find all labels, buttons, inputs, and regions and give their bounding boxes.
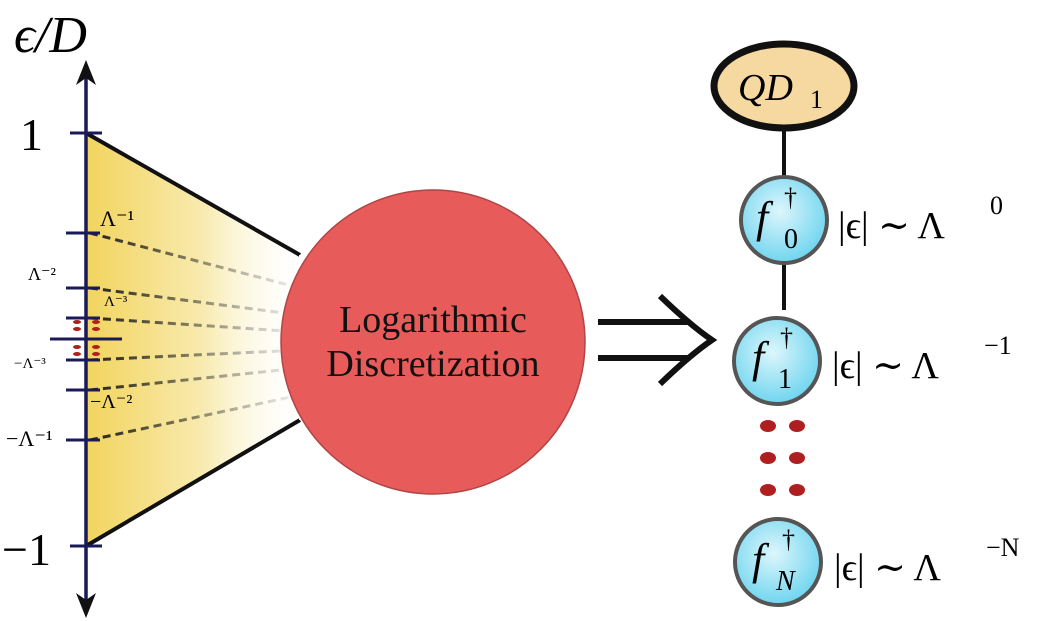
chain-continuation-dots	[760, 420, 805, 496]
site-N-energy: |ϵ| ∼ Λ	[834, 547, 941, 589]
site-1-dagger: †	[780, 323, 793, 352]
tick-label-neg-3: −Λ⁻³	[14, 356, 46, 372]
implies-arrow	[598, 293, 718, 387]
chain-site-1: f † 1 |ϵ| ∼ Λ −1	[732, 316, 1012, 406]
site-1-energy: |ϵ| ∼ Λ	[832, 345, 939, 387]
energy-axis	[50, 60, 122, 618]
wilson-chain: QD 1 f † 0 |ϵ| ∼ Λ 0 f † 1 |ϵ| ∼ Λ −1	[710, 40, 1020, 607]
discretization-dashed-lines	[89, 231, 301, 442]
site-0-subscript: 0	[784, 224, 798, 255]
site-0-energy: |ϵ| ∼ Λ	[838, 205, 945, 247]
site-1-exponent: −1	[984, 331, 1012, 360]
chain-site-0: f † 0 |ϵ| ∼ Λ 0	[739, 175, 1003, 265]
tick-label-neg-2: −Λ⁻²	[90, 391, 132, 413]
impurity-subscript: 1	[810, 85, 823, 114]
axis-label: ϵ/D	[14, 7, 87, 64]
site-1-subscript: 1	[778, 364, 792, 395]
site-0-dagger: †	[784, 183, 797, 212]
axis-bottom-value: −1	[2, 524, 51, 575]
site-N-dagger: †	[782, 525, 795, 554]
tick-label-neg-1: −Λ⁻¹	[6, 426, 53, 451]
tick-label-pos-2: Λ⁻²	[28, 264, 56, 284]
chain-site-N: f † N |ϵ| ∼ Λ −N	[733, 517, 1020, 607]
impurity-label: QD	[738, 67, 793, 109]
tick-label-pos-3: Λ⁻³	[104, 294, 128, 310]
dense-levels-dots	[73, 320, 100, 356]
discretization-node: Logarithmic Discretization	[280, 189, 586, 495]
tick-label-pos-1: Λ⁻¹	[100, 206, 134, 231]
process-label-line2: Discretization	[326, 343, 539, 385]
process-label-line1: Logarithmic	[339, 299, 527, 341]
site-N-exponent: −N	[986, 533, 1020, 562]
axis-top-value: 1	[20, 109, 43, 160]
impurity-node: QD 1	[710, 40, 858, 132]
site-N-subscript: N	[775, 566, 796, 597]
site-0-exponent: 0	[990, 191, 1003, 220]
